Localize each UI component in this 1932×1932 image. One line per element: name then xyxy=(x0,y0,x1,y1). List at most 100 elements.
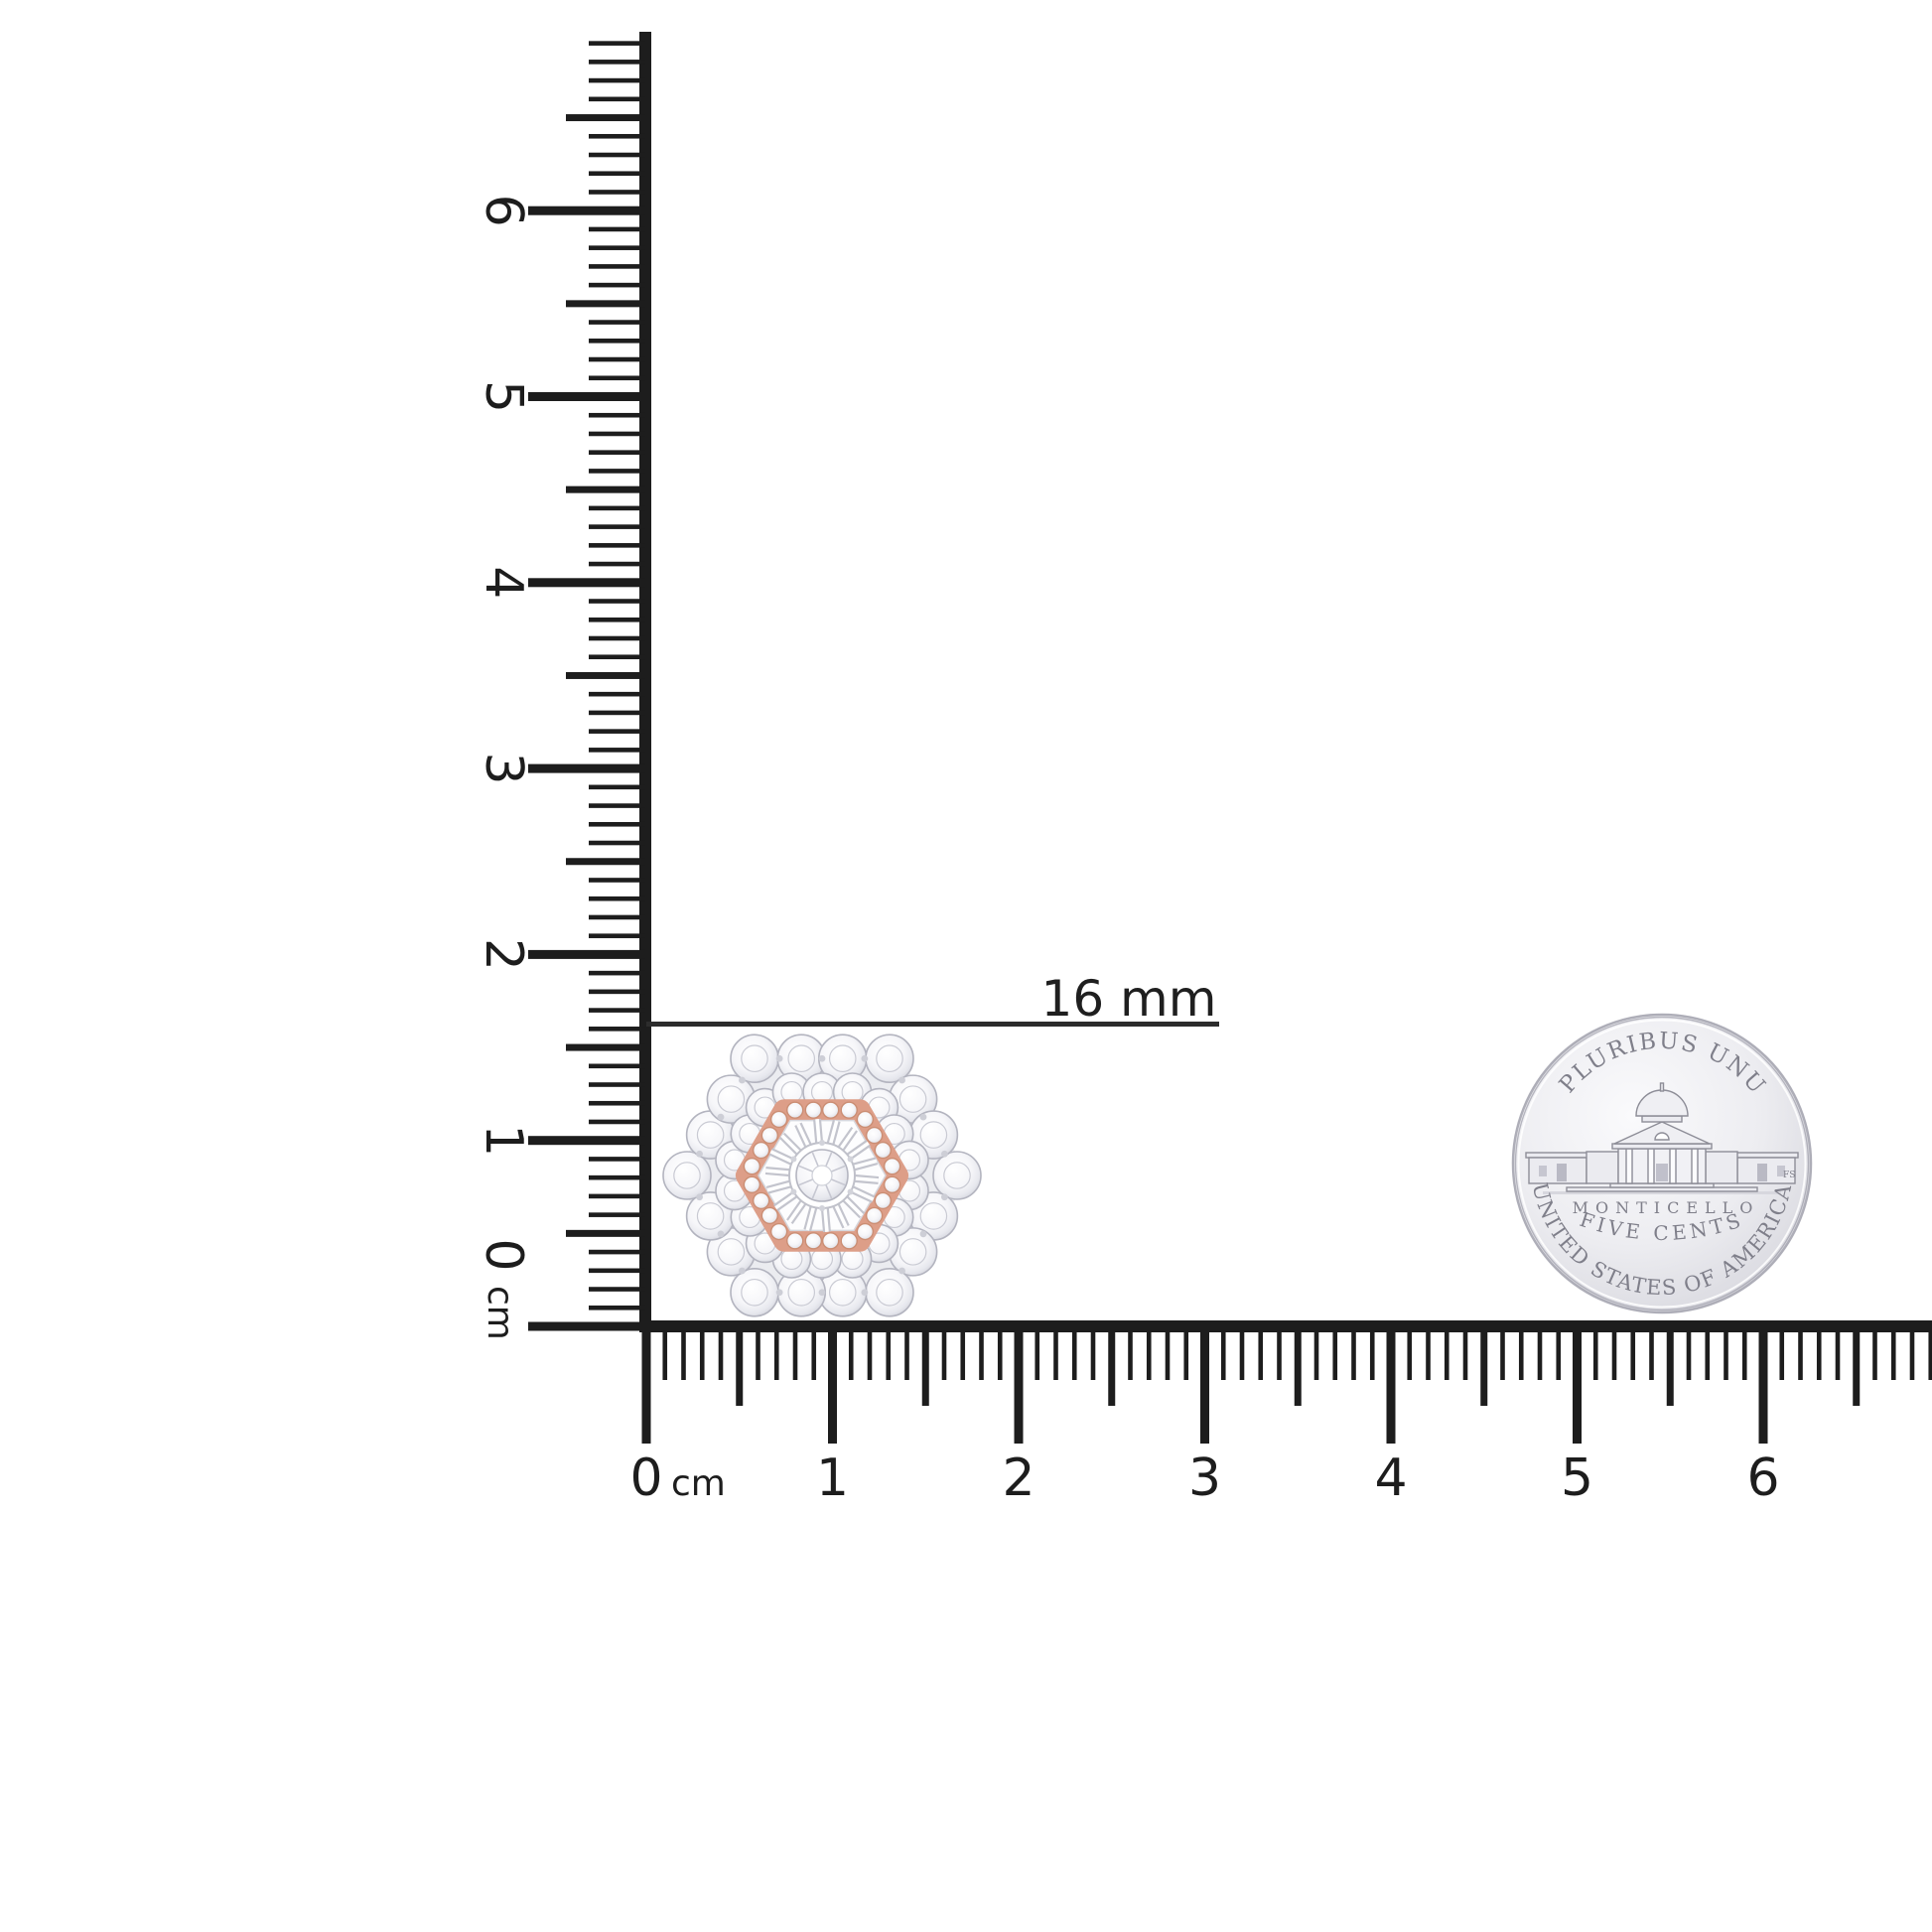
prong xyxy=(717,1230,725,1238)
rose-gold-frame xyxy=(736,1099,908,1252)
ruler-label: 1 xyxy=(474,1124,533,1157)
ruler-tick xyxy=(528,578,645,588)
center-diamond-facet xyxy=(811,1152,819,1168)
ruler-tick xyxy=(528,763,645,773)
halo-diamond-facet xyxy=(787,1044,816,1073)
gallery-spoke-highlight xyxy=(850,1159,878,1170)
ruler-tick xyxy=(1183,1332,1189,1380)
rose-band-diamond xyxy=(786,1101,804,1119)
ruler-tick xyxy=(641,1332,651,1444)
gallery-spoke-highlight xyxy=(780,1134,803,1157)
halo-diamond-facet xyxy=(876,1278,903,1307)
ruler-tick xyxy=(589,710,645,716)
ruler-tick xyxy=(589,431,645,437)
halo-diamond-facet xyxy=(898,1085,927,1113)
ruler-tick xyxy=(589,96,645,102)
halo-diamond-facet xyxy=(876,1044,903,1073)
ruler-tick xyxy=(589,1287,645,1292)
ruler-tick xyxy=(1258,1332,1264,1380)
ruler-tick xyxy=(589,1008,645,1013)
ruler-tick xyxy=(589,878,645,883)
prong xyxy=(819,1205,825,1211)
ruler-tick xyxy=(1369,1332,1375,1380)
ruler-tick xyxy=(589,190,645,195)
halo-diamond-facet xyxy=(741,1044,768,1073)
ruler-tick xyxy=(1444,1332,1449,1380)
ruler-tick xyxy=(589,784,645,790)
prong xyxy=(818,1289,826,1297)
gallery-spoke-highlight xyxy=(837,1128,857,1153)
gallery-spoke-highlight xyxy=(796,1123,811,1150)
gallery-spoke-highlight xyxy=(841,1194,864,1217)
column xyxy=(1669,1148,1677,1184)
ruler-tick xyxy=(1277,1332,1282,1380)
halo-diamond-facet xyxy=(717,1085,746,1113)
left-block xyxy=(1586,1151,1619,1184)
gallery-spoke-highlight xyxy=(815,1119,822,1147)
ruler-tick xyxy=(1294,1332,1302,1406)
pediment-arch-window xyxy=(1654,1132,1670,1141)
ruler-tick xyxy=(792,1332,798,1380)
ruler-tick xyxy=(1853,1332,1861,1406)
ruler-tick xyxy=(756,1332,760,1380)
ruler-tick xyxy=(589,226,645,232)
ruler-tick xyxy=(1146,1332,1152,1380)
prong xyxy=(861,1289,869,1297)
ruler-label: 1 xyxy=(816,1449,849,1508)
prong xyxy=(847,1156,854,1163)
monticello-building xyxy=(1525,1082,1799,1194)
halo-diamond xyxy=(662,1151,712,1200)
ruler-tick xyxy=(528,1321,645,1331)
entablature xyxy=(1611,1143,1713,1150)
size-label: 16 mm xyxy=(1041,970,1217,1028)
center-diamond-facet xyxy=(798,1165,814,1173)
ruler-tick xyxy=(960,1332,966,1380)
ruler-tick xyxy=(589,1249,645,1255)
halo-diamond-facet xyxy=(673,1162,701,1189)
ruler-tick xyxy=(718,1332,724,1380)
rose-band-diamond xyxy=(856,1222,875,1241)
prong xyxy=(919,1113,927,1121)
rose-band-diamond xyxy=(874,1141,893,1160)
ruler-tick xyxy=(566,114,645,122)
ruler-tick xyxy=(1909,1332,1915,1380)
prong xyxy=(898,1267,905,1275)
ruler-tick xyxy=(1090,1332,1096,1380)
ruler-label: 6 xyxy=(474,195,533,227)
gallery-spoke-highlight xyxy=(848,1186,875,1201)
ruler-tick xyxy=(589,543,645,548)
ruler-tick xyxy=(1351,1332,1356,1380)
ruler-tick xyxy=(1462,1332,1468,1380)
coin-inner-rim xyxy=(1517,1019,1807,1309)
ruler-tick xyxy=(1686,1332,1692,1380)
column xyxy=(1647,1148,1655,1184)
ruler-label: 2 xyxy=(474,938,533,971)
halo-diamond-facet xyxy=(898,1238,927,1266)
ruler-tick xyxy=(589,691,645,697)
ruler-tick xyxy=(528,392,645,401)
ruler-tick xyxy=(589,152,645,158)
ruler-tick xyxy=(589,1100,645,1106)
gallery-spoke-highlight xyxy=(833,1201,848,1228)
rose-band-diamond xyxy=(743,1175,761,1193)
prong xyxy=(775,1289,783,1297)
left-wing-roof xyxy=(1525,1152,1590,1159)
center-diamond-facet xyxy=(825,1183,833,1199)
ruler-tick xyxy=(1649,1332,1654,1380)
prong xyxy=(696,1193,703,1201)
gallery-spoke-highlight xyxy=(828,1120,839,1148)
ruler-tick xyxy=(589,970,645,976)
ruler-tick xyxy=(1313,1332,1319,1380)
ruler-tick xyxy=(1872,1332,1877,1380)
rose-band-diamond xyxy=(804,1101,823,1119)
ruler-tick xyxy=(1239,1332,1245,1380)
rose-band-diamond xyxy=(865,1206,884,1225)
ruler-tick xyxy=(589,561,645,567)
prong xyxy=(919,1230,927,1238)
halo-diamond-facet xyxy=(696,1202,725,1230)
prong xyxy=(696,1150,703,1158)
right-window xyxy=(1777,1166,1785,1176)
ruler-tick xyxy=(1332,1332,1338,1380)
ruler-tick xyxy=(1480,1332,1488,1406)
